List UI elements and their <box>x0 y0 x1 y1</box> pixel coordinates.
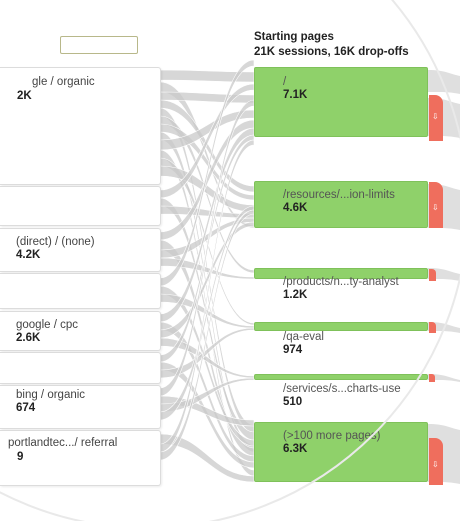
column-title: Starting pages <box>254 31 334 43</box>
down-arrow-icon: ⇩ <box>432 203 439 212</box>
page-node-6[interactable] <box>254 422 428 482</box>
source-node-2[interactable] <box>0 186 161 226</box>
source-node-7[interactable] <box>0 385 161 429</box>
source-node-1[interactable] <box>0 67 161 185</box>
flow-out-4[interactable] <box>428 268 460 281</box>
source-label-7: bing / organic <box>16 389 86 401</box>
dropoff-4[interactable] <box>429 322 436 333</box>
page-node-2[interactable] <box>254 181 428 228</box>
page-value-1: 7.1K <box>283 89 308 101</box>
dropoff-5[interactable] <box>429 374 435 382</box>
source-label-8: portlandtec.../ referral <box>8 437 118 449</box>
source-value-3: 4.2K <box>16 249 41 261</box>
source-label-1: gle / organic <box>32 76 95 88</box>
page-node-3[interactable] <box>254 268 428 279</box>
source-node-3[interactable] <box>0 228 161 272</box>
page-value-6: 6.3K <box>283 443 308 455</box>
flow-out-1[interactable] <box>428 70 460 94</box>
flow-link-20[interactable] <box>159 59 255 287</box>
page-label-5: /services/s...charts-use <box>283 383 401 395</box>
source-node-8[interactable] <box>0 430 161 486</box>
column-summary: 21K sessions, 16K drop-offs <box>254 46 409 58</box>
page-value-2: 4.6K <box>283 202 308 214</box>
source-value-7: 674 <box>16 402 36 414</box>
flow-out-6[interactable] <box>428 374 460 382</box>
page-label-2: /resources/...ion-limits <box>283 189 395 201</box>
dropoff-1[interactable]: ⇩ <box>429 95 443 141</box>
dropoff-2[interactable]: ⇩ <box>429 182 443 228</box>
page-node-5[interactable] <box>254 374 428 380</box>
page-node-1[interactable] <box>254 67 428 137</box>
source-node-5[interactable] <box>0 311 161 351</box>
page-value-5: 510 <box>283 396 303 408</box>
page-value-4: 974 <box>283 344 303 356</box>
source-node-6[interactable] <box>0 352 161 384</box>
flow-link-35[interactable] <box>159 139 255 453</box>
page-value-3: 1.2K <box>283 289 308 301</box>
source-value-5: 2.6K <box>16 332 41 344</box>
dropoff-3[interactable] <box>429 269 436 281</box>
page-node-4[interactable] <box>254 322 428 331</box>
source-label-3: (direct) / (none) <box>16 236 95 248</box>
flow-link-19[interactable] <box>159 257 255 280</box>
source-value-8: 9 <box>17 451 24 463</box>
source-label-5: google / cpc <box>16 319 79 331</box>
page-label-6: (>100 more pages) <box>283 430 381 442</box>
dropoff-6[interactable]: ⇩ <box>429 438 443 485</box>
flow-out-5[interactable] <box>428 322 460 333</box>
down-arrow-icon: ⇩ <box>432 460 439 469</box>
source-node-4[interactable] <box>0 273 161 309</box>
flow-link-34[interactable] <box>159 433 255 483</box>
down-arrow-icon: ⇩ <box>432 112 439 121</box>
search-input[interactable] <box>60 36 138 54</box>
flow-link-13[interactable] <box>159 83 255 199</box>
page-label-3: /products/n...ty-analyst <box>283 276 399 288</box>
page-label-4: /qa-eval <box>283 331 324 343</box>
source-value-1: 2K <box>17 90 32 102</box>
flow-link-9[interactable] <box>159 109 255 151</box>
page-label-1: / <box>283 76 287 88</box>
